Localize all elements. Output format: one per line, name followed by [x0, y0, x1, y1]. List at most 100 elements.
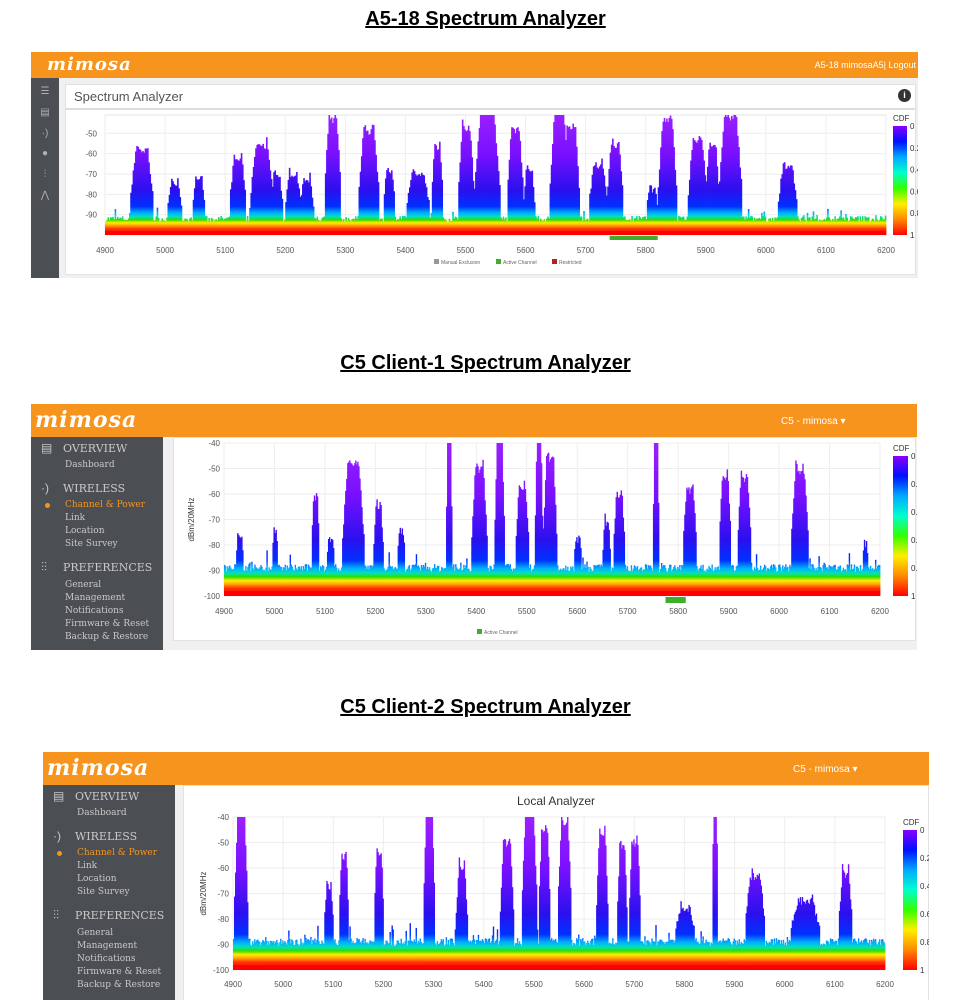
spectrum-bin: [682, 907, 684, 970]
spectrum-bin: [468, 568, 470, 596]
spectrum-bin: [370, 941, 372, 970]
spectrum-bin: [711, 564, 713, 596]
spectrum-bin: [678, 914, 680, 970]
spectrum-bin: [591, 938, 593, 970]
spectrum-bin: [550, 938, 553, 970]
active-channel-bar: [665, 597, 686, 603]
spectrum-bin: [621, 185, 624, 235]
chart-icon[interactable]: ⋀: [40, 190, 50, 201]
sidebar-item-location[interactable]: Location: [77, 874, 117, 884]
spectrum-bin: [826, 940, 829, 970]
spectrum-bin: [872, 938, 875, 970]
spectrum-bin: [587, 566, 589, 596]
spectrum-bin: [860, 220, 863, 235]
device-dropdown[interactable]: C5 - mimosa ▾: [781, 416, 846, 427]
spectrum-bin: [689, 493, 691, 596]
spectrum-bin: [545, 456, 548, 596]
spectrum-bin: [231, 182, 233, 235]
sidebar-item-backup-restore[interactable]: Backup & Restore: [65, 632, 149, 642]
spectrum-bin: [390, 566, 392, 596]
sidebar-item-site-survey[interactable]: Site Survey: [65, 539, 118, 549]
spectrum-bin: [492, 569, 494, 596]
spectrum-bin: [298, 566, 301, 596]
sidebar-item-notifications[interactable]: Notifications: [77, 954, 136, 964]
cdf-title: CDF: [903, 818, 920, 827]
spectrum-bin: [343, 860, 345, 970]
user-logout-link[interactable]: A5-18 mimosaA5| Logout: [814, 60, 916, 70]
sidebar-item-backup-restore[interactable]: Backup & Restore: [77, 980, 161, 990]
spectrum-bin: [419, 938, 421, 970]
sidebar-item-management[interactable]: Management: [65, 593, 126, 603]
spectrum-bin: [731, 945, 733, 970]
spectrum-bin: [631, 841, 633, 970]
x-tick-label: 6100: [821, 607, 839, 616]
spectrum-bin: [447, 221, 450, 235]
spectrum-bin: [533, 202, 536, 235]
spectrum-bin: [637, 844, 639, 970]
spectrum-bin: [384, 178, 387, 235]
spectrum-bin: [598, 166, 601, 235]
spectrum-bin: [334, 115, 337, 235]
spectrum-bin: [853, 219, 856, 235]
info-icon[interactable]: i: [898, 89, 911, 102]
spectrum-bin: [417, 174, 420, 235]
sliders-icon[interactable]: ⫶: [43, 169, 47, 180]
spectrum-bin: [373, 543, 375, 596]
spectrum-bin: [857, 216, 859, 235]
spectrum-bin: [211, 218, 214, 235]
sidebar-item-link[interactable]: Link: [65, 513, 86, 523]
spectrum-bin: [710, 569, 712, 596]
spectrum-bin: [624, 216, 626, 235]
x-tick-label: 5500: [518, 607, 536, 616]
spectrum-bin: [106, 220, 108, 235]
wireless-icon[interactable]: ·): [41, 128, 49, 139]
sidebar-item-site-survey[interactable]: Site Survey: [77, 887, 130, 897]
spectrum-bin: [145, 148, 148, 235]
sidebar-item-firmware-reset[interactable]: Firmware & Reset: [65, 619, 150, 629]
spectrum-bin: [380, 853, 382, 970]
globe-icon[interactable]: ●: [41, 148, 49, 159]
spectrum-bin: [752, 571, 755, 596]
spectrum-bin: [590, 940, 592, 970]
spectrum-bin: [251, 561, 253, 596]
spectrum-bin: [354, 463, 356, 596]
spectrum-bin: [479, 115, 482, 235]
spectrum-bin: [308, 566, 311, 596]
sidebar-item-link[interactable]: Link: [77, 861, 98, 871]
sidebar-item-general[interactable]: General: [77, 928, 114, 938]
spectrum-bin: [747, 209, 750, 235]
spectrum-bin: [793, 498, 795, 596]
spectrum-bin: [818, 556, 820, 596]
sidebar-item-dashboard[interactable]: Dashboard: [77, 808, 127, 818]
sidebar-heading-wireless: WIRELESS: [75, 830, 138, 843]
spectrum-bin: [702, 936, 704, 970]
spectrum-bin: [520, 488, 523, 596]
sidebar-item-firmware-reset[interactable]: Firmware & Reset: [77, 967, 162, 977]
sidebar-item-location[interactable]: Location: [65, 526, 105, 536]
x-tick-label: 5600: [575, 980, 593, 989]
sidebar-item-management[interactable]: Management: [77, 941, 138, 951]
sidebar-item-dashboard[interactable]: Dashboard: [65, 460, 115, 470]
spectrum-bin: [788, 939, 791, 970]
spectrum-bin: [425, 187, 428, 235]
spectrum-bin: [289, 554, 292, 596]
spectrum-bin: [633, 218, 636, 235]
spectrum-bin: [677, 921, 679, 970]
spectrum-bin: [700, 139, 703, 235]
spectrum-bin: [129, 213, 131, 235]
sidebar-item-general[interactable]: General: [65, 580, 102, 590]
spectrum-bin: [361, 940, 363, 970]
spectrum-bin: [153, 220, 155, 235]
spectrum-bin: [226, 217, 228, 235]
spectrum-bin: [614, 147, 617, 235]
device-dropdown[interactable]: C5 - mimosa ▾: [793, 764, 858, 775]
sidebar-item-channel-power[interactable]: Channel & Power: [65, 500, 146, 510]
sidebar-item-channel-power[interactable]: Channel & Power: [77, 848, 158, 858]
menu-icon[interactable]: ☰: [40, 86, 50, 97]
sidebar-item-notifications[interactable]: Notifications: [65, 606, 124, 616]
spectrum-bin: [537, 215, 540, 235]
spectrum-bin: [434, 943, 437, 970]
spectrum-bin: [396, 219, 399, 235]
spectrum-bin: [538, 886, 541, 970]
document-icon[interactable]: ▤: [40, 107, 50, 118]
